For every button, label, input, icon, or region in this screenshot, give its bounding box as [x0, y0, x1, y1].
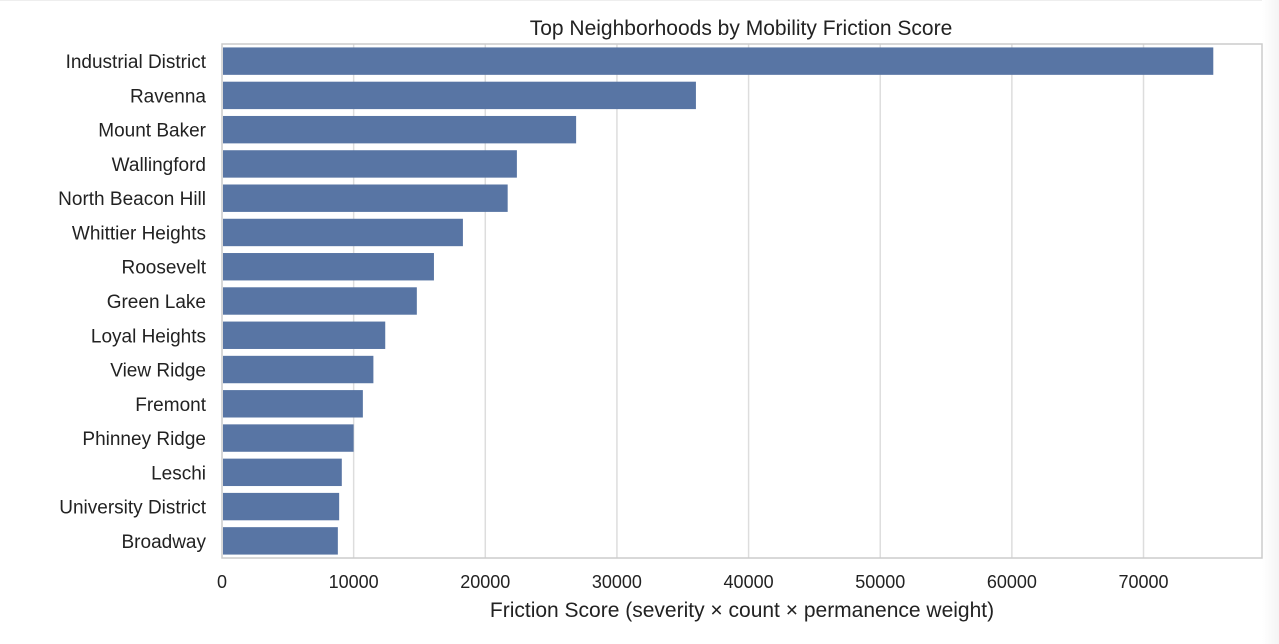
category-label: Industrial District: [66, 52, 207, 73]
x-tick-label: 0: [217, 572, 227, 592]
category-label: Loyal Heights: [91, 326, 206, 347]
bar: [223, 47, 1214, 75]
y-axis-tick-labels: Industrial District Ravenna Mount Baker Wal…: [58, 52, 207, 553]
category-label: Wallingford: [112, 155, 206, 176]
category-label: Fremont: [135, 395, 206, 416]
x-axis-tick-labels: 0 10000 20000 30000 40000 50000 60000 70000: [217, 572, 1169, 592]
x-tick-label: 70000: [1118, 572, 1168, 592]
category-label: Phinney Ridge: [82, 429, 206, 450]
bar: [223, 253, 434, 281]
category-label: Mount Baker: [98, 121, 206, 142]
category-label: View Ridge: [110, 361, 206, 382]
bar: [223, 492, 340, 521]
category-label: Broadway: [122, 532, 207, 553]
top-divider: [0, 0, 1279, 1]
category-label: Whittier Heights: [72, 223, 206, 244]
x-tick-label: 50000: [855, 572, 905, 592]
x-tick-label: 10000: [329, 572, 379, 592]
bar: [223, 150, 517, 178]
bar: [223, 424, 354, 452]
bar: [223, 184, 508, 212]
bar: [223, 458, 342, 487]
category-label: Leschi: [151, 463, 206, 484]
bar: [223, 390, 363, 418]
x-tick-label: 30000: [592, 572, 642, 592]
bars: [223, 47, 1214, 555]
x-tick-label: 20000: [460, 572, 510, 592]
right-edge-shadow: [1262, 0, 1279, 644]
chart-title: Top Neighborhoods by Mobility Friction S…: [530, 17, 953, 40]
bar: [223, 355, 374, 384]
category-label: Roosevelt: [122, 258, 207, 279]
bar: [223, 115, 577, 144]
bar: [223, 321, 386, 349]
bar: [223, 218, 463, 247]
category-label: University District: [59, 498, 206, 519]
x-tick-label: 40000: [724, 572, 774, 592]
x-tick-label: 60000: [987, 572, 1037, 592]
category-label: Green Lake: [107, 292, 206, 313]
category-label: North Beacon Hill: [58, 189, 206, 210]
bar: [223, 287, 417, 315]
bar: [223, 527, 338, 555]
bar: [223, 81, 696, 110]
plot-frame: [221, 43, 1263, 559]
category-label: Ravenna: [130, 86, 206, 107]
x-axis-label: Friction Score (severity × count × perma…: [490, 599, 994, 622]
